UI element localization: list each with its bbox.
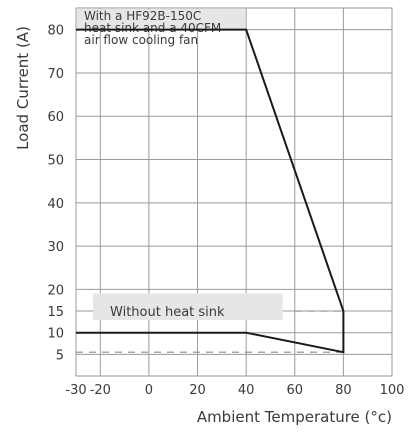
x-tick-label-6: 80 [335, 383, 352, 398]
y-tick-label-0: 5 [56, 348, 64, 363]
y-tick-label-7: 60 [47, 110, 64, 125]
derating-curve-0 [76, 28, 345, 354]
x-tick-label-7: 100 [380, 383, 405, 398]
annotation-heat-sink-line-3: air flow cooling fan [84, 33, 198, 47]
annotation-heat-sink-bg [77, 9, 246, 29]
tick-labels: -30 -20 0 20 40 60 80 100 5 10 15 20 30 40 50 60 70 80 [47, 24, 404, 398]
annotation-heat-sink-line-2: heat sink and a 40CFM [84, 21, 221, 35]
y-tick-label-4: 30 [47, 240, 64, 255]
reference-lines [76, 310, 344, 353]
x-axis-title: Ambient Temperature (°c) [197, 408, 392, 426]
y-tick-label-3: 20 [47, 283, 64, 298]
annotations: With a HF92B-150C heat sink and a 40CFM … [77, 9, 283, 320]
annotation-no-heat-sink-box: Without heat sink [93, 293, 283, 320]
grid [75, 7, 393, 377]
y-tick-label-9: 80 [47, 24, 64, 39]
x-tick-label-4: 40 [238, 383, 255, 398]
y-axis-title: Load Current (A) [14, 26, 32, 150]
y-tick-label-5: 40 [47, 197, 64, 212]
x-tick-label-3: 20 [189, 383, 206, 398]
annotation-heat-sink-box: With a HF92B-150C heat sink and a 40CFM … [77, 9, 246, 47]
y-tick-label-1: 10 [47, 327, 64, 342]
x-tick-label-5: 60 [286, 383, 303, 398]
y-tick-label-8: 70 [47, 67, 64, 82]
y-tick-label-2: 15 [47, 305, 64, 320]
series [76, 28, 345, 354]
x-tick-label-1: -20 [90, 383, 111, 398]
y-tick-label-6: 50 [47, 154, 64, 169]
x-tick-label-0: -30 [65, 383, 86, 398]
annotation-no-heat-sink-bg [93, 293, 283, 321]
annotation-heat-sink-line-1: With a HF92B-150C [84, 9, 201, 23]
annotation-no-heat-sink-text: Without heat sink [110, 305, 225, 320]
x-tick-label-2: 0 [145, 383, 153, 398]
plot-frame [75, 7, 393, 377]
